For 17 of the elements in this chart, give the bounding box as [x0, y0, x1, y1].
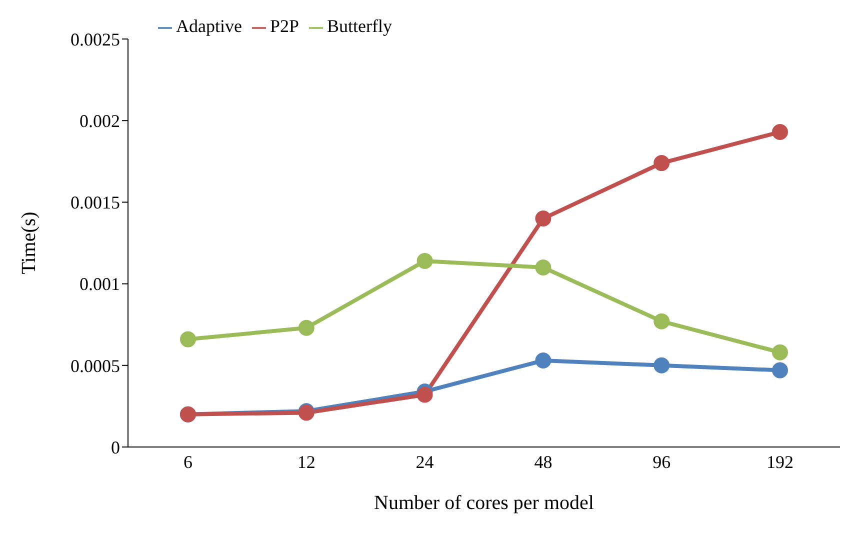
- y-tick-label: 0.0005: [70, 356, 120, 376]
- y-tick-label: 0.0015: [70, 192, 120, 213]
- x-tick-label: 192: [766, 452, 794, 472]
- x-tick-label: 12: [297, 452, 316, 472]
- legend-label: Butterfly: [327, 16, 392, 36]
- x-tick-label: 24: [416, 452, 434, 472]
- x-axis-title: Number of cores per model: [374, 492, 594, 514]
- y-tick-label: 0.001: [80, 274, 120, 294]
- legend-label: Adaptive: [176, 16, 242, 36]
- x-tick-label: 6: [184, 452, 192, 472]
- x-tick-label: 48: [534, 452, 552, 472]
- y-tick-label: 0.0025: [70, 29, 120, 50]
- legend-label: P2P: [270, 16, 300, 36]
- x-tick-label: 96: [652, 452, 671, 472]
- y-axis-title: Time(s): [18, 212, 40, 274]
- y-tick-label: 0.002: [80, 110, 120, 131]
- y-tick-label: 0: [111, 437, 120, 458]
